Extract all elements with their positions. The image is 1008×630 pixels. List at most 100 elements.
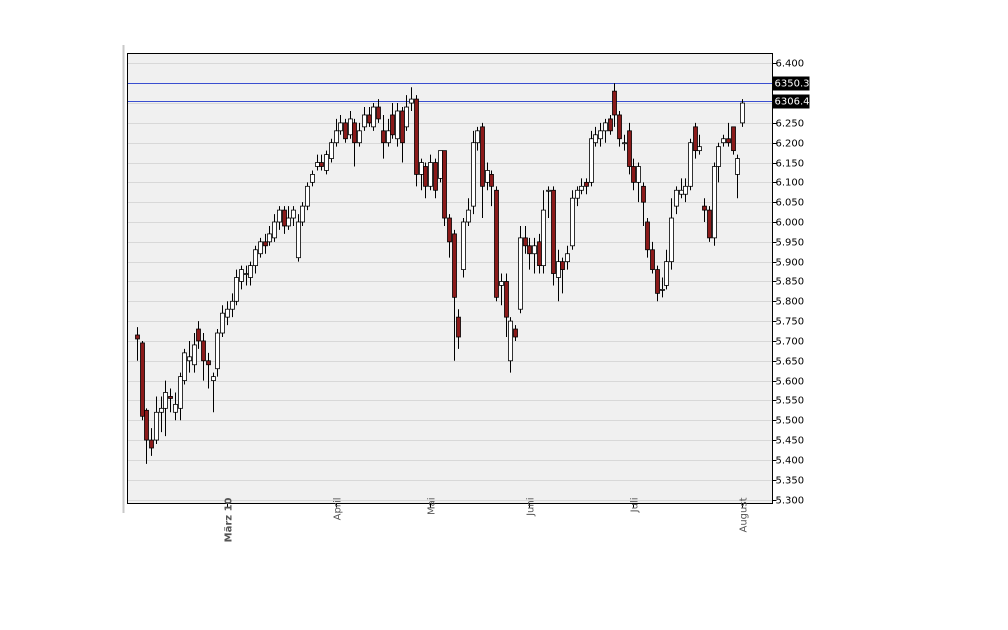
candle-body bbox=[489, 174, 494, 187]
candle-body bbox=[390, 114, 395, 136]
candle-body bbox=[513, 328, 518, 338]
candle-body bbox=[608, 118, 613, 132]
candle-body bbox=[726, 138, 731, 144]
candle-body bbox=[263, 241, 268, 247]
candle-body bbox=[196, 328, 201, 342]
candle-body bbox=[348, 118, 353, 136]
candle-body bbox=[612, 90, 617, 116]
candle-body bbox=[173, 403, 178, 413]
candle-body bbox=[423, 166, 428, 187]
candle-body bbox=[305, 185, 310, 207]
candle-body bbox=[300, 205, 305, 223]
y-tick-label: 6.150 bbox=[776, 159, 805, 170]
candle-body bbox=[655, 269, 660, 294]
candle-body bbox=[475, 130, 480, 144]
candle-body bbox=[234, 277, 239, 302]
candle-body bbox=[310, 174, 315, 183]
y-tick-label: 5.300 bbox=[776, 496, 805, 507]
candle-body bbox=[409, 98, 414, 104]
candle-body bbox=[135, 334, 140, 340]
candle-body bbox=[527, 245, 532, 255]
candle-body bbox=[182, 352, 187, 381]
candle-body bbox=[187, 356, 192, 362]
candle-body bbox=[286, 217, 291, 227]
candle-body bbox=[598, 130, 603, 140]
candle-body bbox=[683, 185, 688, 195]
candle-body bbox=[371, 106, 376, 128]
y-tick-label: 5.800 bbox=[776, 297, 805, 308]
candle-body bbox=[291, 209, 296, 219]
x-tick-label: März 10 bbox=[224, 497, 235, 542]
candle-body bbox=[669, 217, 674, 263]
candle-body bbox=[433, 162, 438, 191]
candle-body bbox=[589, 138, 594, 183]
candle-body bbox=[334, 130, 339, 144]
candle-body bbox=[532, 245, 537, 255]
candle-body bbox=[144, 409, 149, 441]
candle-body bbox=[159, 407, 164, 413]
candle-body bbox=[324, 154, 329, 171]
candle-body bbox=[352, 122, 357, 144]
candle-body bbox=[456, 316, 461, 338]
y-tick-label: 6.400 bbox=[776, 59, 805, 70]
candle-body bbox=[551, 189, 556, 274]
candle-body bbox=[395, 110, 400, 140]
candle-body bbox=[740, 102, 745, 124]
candle-body bbox=[523, 237, 528, 247]
candle-body bbox=[518, 237, 523, 310]
x-tick-label: Mai bbox=[427, 498, 438, 516]
candle-body bbox=[494, 189, 499, 298]
y-tick-label: 6.000 bbox=[776, 218, 805, 229]
candle-body bbox=[376, 106, 381, 120]
candle-body bbox=[674, 189, 679, 207]
candle-body bbox=[140, 342, 145, 417]
candle-body bbox=[253, 249, 258, 267]
candle-body bbox=[641, 185, 646, 203]
candle-body bbox=[546, 189, 551, 192]
candle-body bbox=[149, 439, 154, 449]
reference-label: 6306.4 bbox=[775, 97, 810, 108]
candle-body bbox=[560, 261, 565, 270]
candle-body bbox=[244, 273, 249, 275]
candle-body bbox=[362, 114, 367, 128]
y-tick-label: 5.400 bbox=[776, 456, 805, 467]
candle-body bbox=[447, 217, 452, 243]
candle-body bbox=[211, 376, 216, 381]
candle-body bbox=[329, 142, 334, 159]
candle-body bbox=[272, 221, 277, 239]
candle-body bbox=[575, 189, 580, 199]
y-tick-label: 5.600 bbox=[776, 377, 805, 388]
candle-body bbox=[466, 209, 471, 223]
candle-body bbox=[442, 150, 447, 219]
y-tick-label: 5.650 bbox=[776, 357, 805, 368]
candle-body bbox=[315, 162, 320, 167]
candle-body bbox=[192, 344, 197, 366]
candle-body bbox=[225, 308, 230, 318]
candle-body bbox=[343, 122, 348, 140]
candle-body bbox=[603, 122, 608, 132]
candle-body bbox=[296, 221, 301, 259]
candle-body bbox=[712, 166, 717, 239]
y-tick-label: 5.550 bbox=[776, 396, 805, 407]
y-tick-label: 5.950 bbox=[776, 238, 805, 249]
y-tick-label: 5.450 bbox=[776, 436, 805, 447]
candle-body bbox=[452, 233, 457, 298]
candle-body bbox=[163, 392, 168, 409]
candle-body bbox=[277, 209, 282, 223]
candle-body bbox=[357, 130, 362, 144]
candle-body bbox=[220, 312, 225, 334]
candle-body bbox=[721, 138, 726, 144]
y-tick-label: 6.100 bbox=[776, 178, 805, 189]
x-tick-label: Juli bbox=[630, 498, 641, 514]
candle-body bbox=[593, 134, 598, 144]
candle-body bbox=[537, 241, 542, 267]
candle-body bbox=[636, 166, 641, 183]
candle-body bbox=[201, 340, 206, 362]
candle-body bbox=[697, 146, 702, 152]
candle-body bbox=[461, 221, 466, 270]
candle-body bbox=[239, 269, 244, 282]
candle-body bbox=[688, 142, 693, 187]
candle-body bbox=[178, 376, 183, 409]
candle-body bbox=[154, 411, 159, 441]
